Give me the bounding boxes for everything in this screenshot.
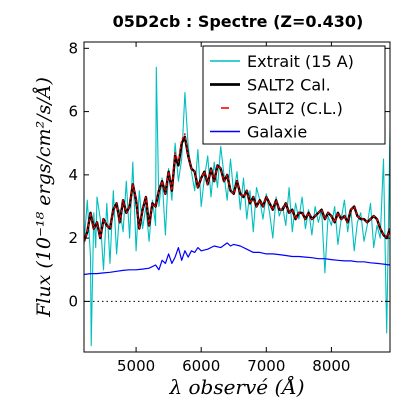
legend-label-3: Galaxie bbox=[247, 123, 307, 142]
series-line-3 bbox=[84, 242, 390, 276]
legend-label-2: SALT2 (C.L.) bbox=[247, 99, 343, 118]
x-tick-label: 8000 bbox=[312, 357, 350, 375]
chart-title: 05D2cb : Spectre (Z=0.430) bbox=[113, 12, 364, 31]
x-tick-label: 6000 bbox=[182, 357, 220, 375]
tick-layer: 5000 6000 7000 8000 0 2 4 6 8 bbox=[68, 39, 390, 375]
y-tick-label: 2 bbox=[68, 229, 78, 247]
y-tick-label: 4 bbox=[68, 166, 78, 184]
legend: Extrait (15 A) SALT2 Cal. SALT2 (C.L.) Gala… bbox=[202, 45, 386, 145]
legend-label-1: SALT2 Cal. bbox=[247, 76, 331, 95]
plot-frame bbox=[83, 41, 391, 353]
x-tick-label: 7000 bbox=[247, 357, 285, 375]
series-line-0 bbox=[84, 66, 390, 347]
x-axis-label: λ observé (Å) bbox=[168, 374, 304, 399]
y-tick-label: 8 bbox=[68, 39, 78, 57]
y-tick-label: 0 bbox=[68, 292, 78, 310]
legend-entries: Extrait (15 A) SALT2 Cal. SALT2 (C.L.) Gala… bbox=[210, 52, 354, 142]
y-axis-label: Flux (10⁻¹⁸ ergs/cm²/s/Å) bbox=[33, 77, 55, 318]
series-layer bbox=[84, 66, 390, 347]
y-tick-label: 6 bbox=[68, 103, 78, 121]
series-line-2 bbox=[84, 133, 390, 242]
x-tick-label: 5000 bbox=[117, 357, 155, 375]
legend-box bbox=[202, 45, 386, 145]
legend-label-0: Extrait (15 A) bbox=[247, 52, 354, 71]
